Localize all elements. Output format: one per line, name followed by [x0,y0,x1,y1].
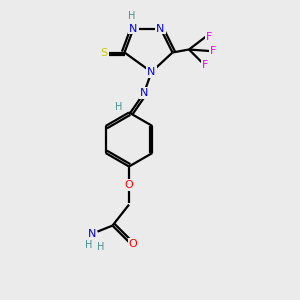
Text: F: F [202,60,208,70]
Text: O: O [128,238,137,249]
Text: H: H [97,242,104,252]
Text: N: N [156,23,165,34]
Text: H: H [115,102,122,112]
Text: N: N [129,23,138,34]
Text: H: H [85,240,93,250]
Text: N: N [88,229,96,239]
Text: S: S [100,47,107,58]
Text: F: F [206,32,213,42]
Text: N: N [147,67,156,77]
Text: O: O [124,180,134,190]
Text: N: N [140,88,148,98]
Text: F: F [210,46,217,56]
Text: H: H [128,11,136,22]
